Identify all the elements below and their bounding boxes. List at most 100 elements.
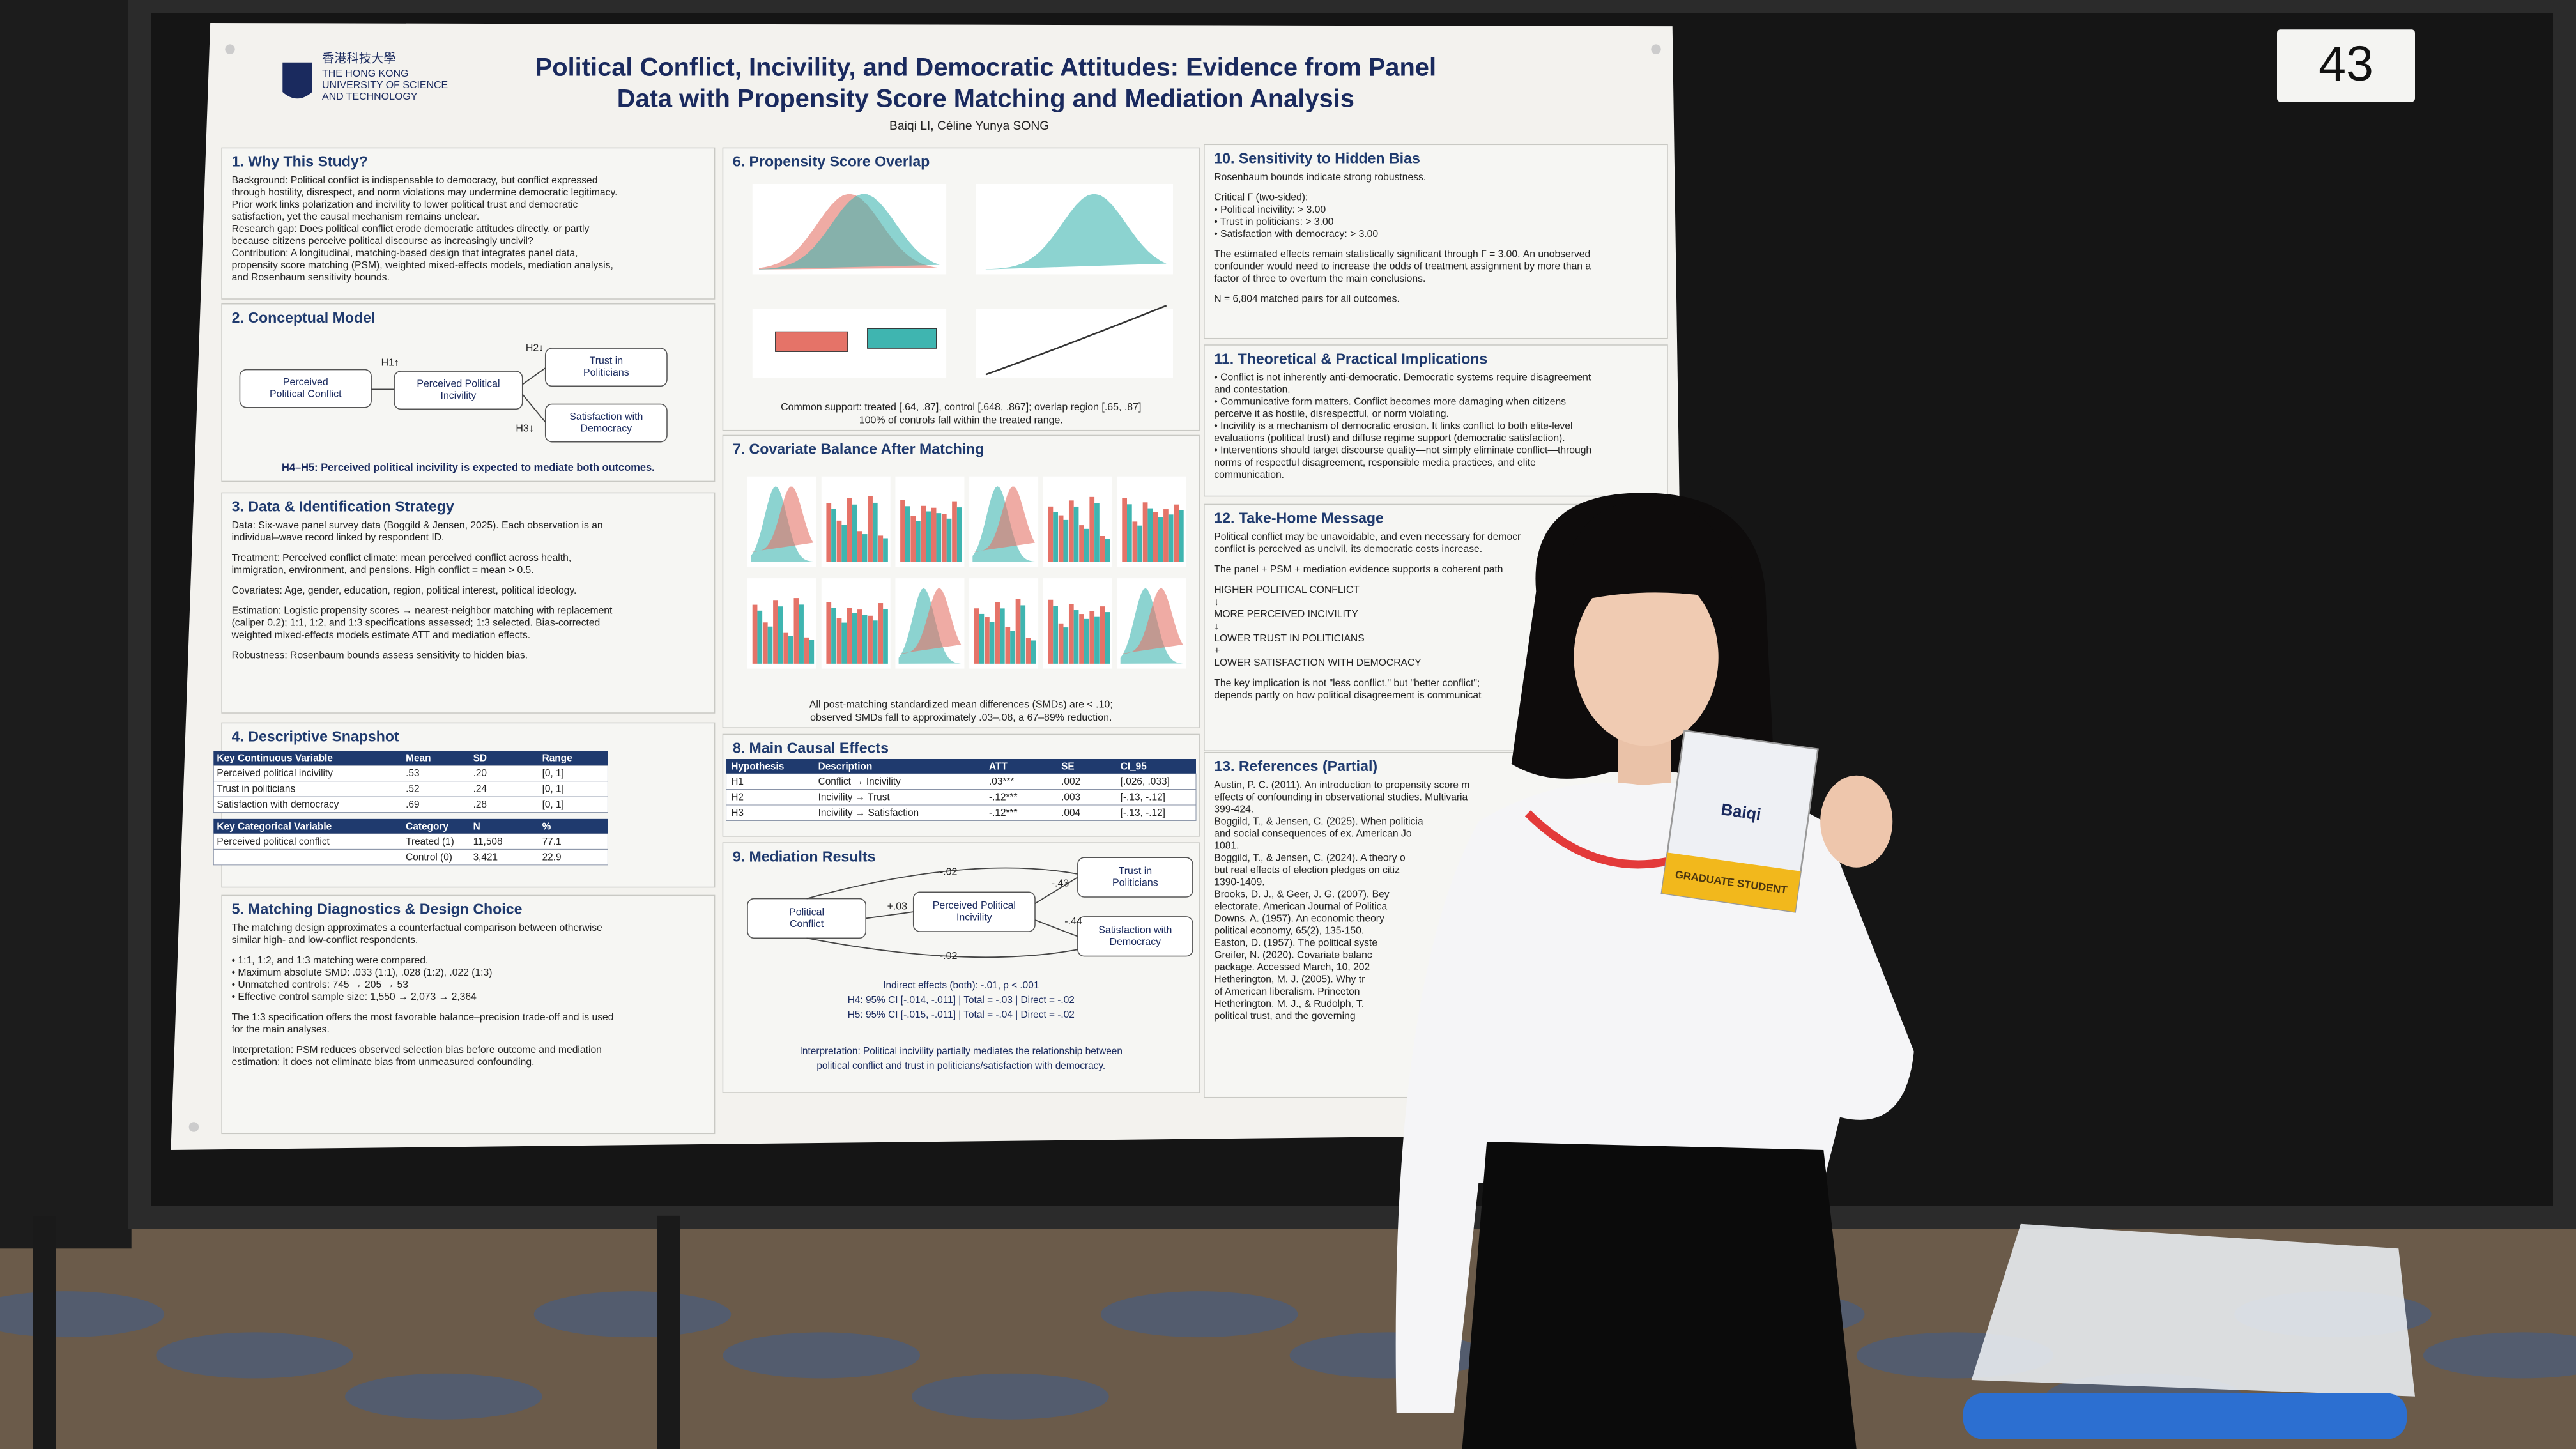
- table-cell: H1: [731, 776, 744, 787]
- section-text: Hetherington, M. J., & Rudolph, T.: [1214, 999, 1364, 1009]
- figure-bar: [1132, 521, 1138, 562]
- node-label: Perceived: [283, 377, 328, 388]
- table-header-cell: ATT: [989, 761, 1008, 772]
- section-text: MORE PERCEIVED INCIVILITY: [1214, 609, 1358, 620]
- table-header-cell: Description: [818, 761, 873, 772]
- table-header-cell: Key Categorical Variable: [217, 821, 332, 832]
- section-text: • Maximum absolute SMD: .033 (1:1), .028…: [232, 967, 493, 978]
- section-text: Prior work links polarization and incivi…: [232, 199, 578, 210]
- figure-bar: [952, 501, 957, 562]
- section-title: 12. Take-Home Message: [1214, 510, 1384, 526]
- section-text: • Communicative form matters. Conflict b…: [1214, 397, 1566, 408]
- section-footer: Interpretation: Political incivility par…: [800, 1046, 1123, 1057]
- section-text: The matching design approximates a count…: [232, 923, 602, 933]
- figure-bar: [799, 604, 804, 664]
- figure-bar: [1137, 525, 1142, 562]
- diagram-arrow: [1034, 877, 1078, 905]
- table-cell: Perceived political conflict: [217, 836, 330, 847]
- section-text: communication.: [1214, 470, 1284, 480]
- figure-bar: [941, 514, 947, 562]
- section-text: Estimation: Logistic propensity scores →…: [232, 606, 613, 617]
- figure-bar: [1073, 610, 1079, 664]
- section-text: Brooks, D. J., & Geer, J. G. (2007). Bey: [1214, 889, 1390, 900]
- diagram-arrow: [1034, 919, 1078, 937]
- institution-name: THE HONG KONG: [322, 68, 408, 79]
- section-text: Hetherington, M. J. (2005). Why tr: [1214, 974, 1365, 985]
- table-cell: Perceived political incivility: [217, 768, 333, 779]
- node-label: Satisfaction with: [569, 411, 643, 422]
- table-cell: .69: [406, 799, 419, 810]
- section-text: • Trust in politicians: > 3.00: [1214, 217, 1333, 227]
- section-footer: Indirect effects (both): -.01, p < .001: [883, 980, 1039, 991]
- section-text: norms of respectful disagreement, respon…: [1214, 457, 1536, 468]
- figure-bar: [1147, 508, 1153, 562]
- table-header-cell: %: [542, 821, 551, 832]
- figure-bar: [872, 502, 878, 562]
- section-text: N = 6,804 matched pairs for all outcomes…: [1214, 294, 1400, 305]
- figure-bar: [985, 617, 990, 664]
- section-box: [1204, 344, 1668, 497]
- section-text: conflict is perceived as uncivil, its de…: [1214, 544, 1482, 555]
- section-text: LOWER TRUST IN POLITICIANS: [1214, 633, 1364, 644]
- figure-bar: [1168, 514, 1174, 562]
- figure-bar: [1158, 517, 1163, 562]
- section-text: package. Accessed March, 10, 202: [1214, 962, 1370, 973]
- section-text: of American liberalism. Princeton: [1214, 986, 1360, 997]
- table-cell: [-.13, -.12]: [1121, 808, 1165, 818]
- university-logo: [282, 62, 312, 99]
- figure-bar: [1079, 525, 1084, 562]
- section-title: 9. Mediation Results: [733, 848, 876, 864]
- table-row: [213, 781, 608, 797]
- figure-bar: [931, 507, 937, 562]
- section-text: political economy, 65(2), 135-150.: [1214, 926, 1364, 937]
- figure-bar: [1025, 638, 1031, 664]
- rolled-poster: [1971, 1223, 2415, 1397]
- figure-density: [759, 194, 940, 270]
- section-title: 2. Conceptual Model: [232, 309, 376, 326]
- hand: [1820, 775, 1893, 868]
- edge-label: -.02: [940, 867, 958, 878]
- section-text: • Unmatched controls: 745 → 205 → 53: [232, 979, 409, 990]
- figure-bar: [852, 504, 857, 562]
- node-label: Political: [789, 907, 824, 917]
- table-header-cell: N: [473, 821, 480, 832]
- node-label: Politicians: [583, 367, 629, 378]
- badge-stripe: [1661, 852, 1801, 912]
- node-label: Political Conflict: [270, 389, 342, 400]
- section-text: depends partly on how political disagree…: [1214, 690, 1482, 701]
- section-text: perceive it as hostile, disrespectful, o…: [1214, 409, 1449, 420]
- figure-bar: [1053, 512, 1058, 562]
- figure-bar: [956, 507, 962, 562]
- figure-bar: [1094, 616, 1100, 664]
- table-cell: Satisfaction with democracy: [217, 799, 339, 810]
- section-title: 6. Propensity Score Overlap: [733, 153, 930, 170]
- figure-bar: [1127, 504, 1132, 562]
- section-title: 11. Theoretical & Practical Implications: [1214, 350, 1487, 367]
- section-text: Data: Six-wave panel survey data (Boggil…: [232, 520, 603, 531]
- node-label: Trust in: [1119, 866, 1153, 877]
- section-text: and social consequences of ex. American …: [1214, 828, 1412, 839]
- number-card: [2277, 29, 2415, 102]
- pushpin: [1651, 44, 1661, 54]
- table-cell: 3,421: [473, 852, 498, 862]
- section-box: [221, 894, 716, 1135]
- figure-bar: [1068, 604, 1074, 664]
- figure-bar: [1020, 605, 1026, 664]
- section-box: [1204, 144, 1668, 339]
- section-text: Boggild, T., & Jensen, C. (2024). A theo…: [1214, 852, 1406, 863]
- table-cell: .28: [473, 799, 487, 810]
- pushpin: [225, 44, 235, 54]
- figure-bar: [809, 640, 815, 664]
- table-header-cell: Key Continuous Variable: [217, 753, 333, 764]
- figure-box: [867, 328, 937, 349]
- figure-caption: observed SMDs fall to approximately .03–…: [810, 712, 1112, 723]
- section-text: satisfaction, yet the causal mechanism r…: [232, 211, 480, 222]
- section-text: The panel + PSM + mediation evidence sup…: [1214, 564, 1503, 575]
- figure-bar: [999, 608, 1005, 664]
- table-cell: Conflict → Incivility: [818, 776, 901, 787]
- figure-bar: [836, 618, 842, 664]
- section-text: weighted mixed-effects models estimate A…: [231, 630, 531, 641]
- figure-bar: [995, 602, 1000, 664]
- section-text: individual–wave record linked by respond…: [232, 532, 445, 543]
